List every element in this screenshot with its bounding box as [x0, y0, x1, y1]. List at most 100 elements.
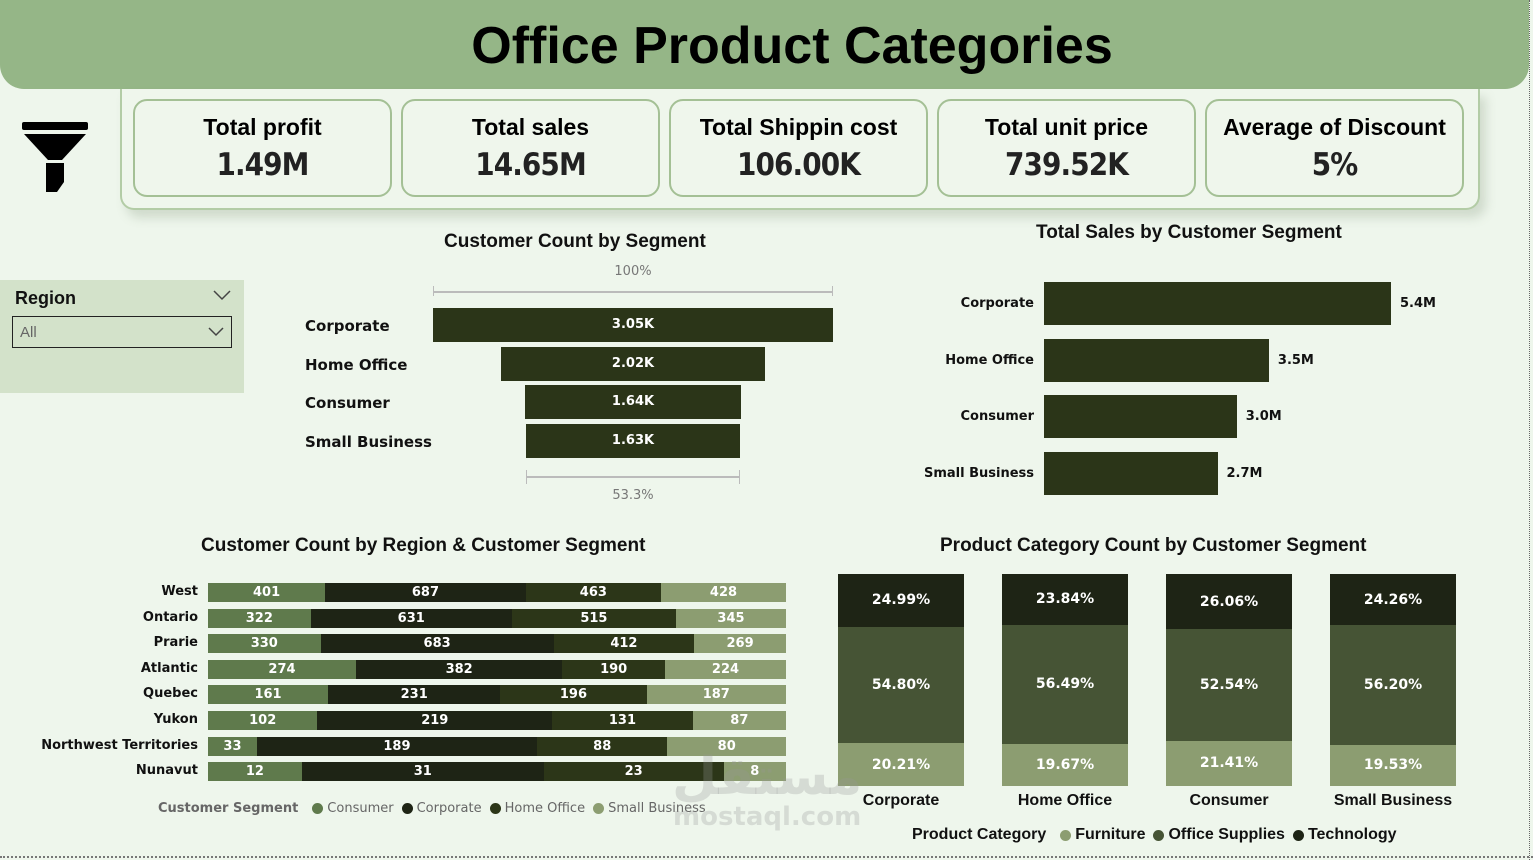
kpi-value: 14.65M	[475, 147, 587, 183]
region-category-label: Yukon	[153, 712, 198, 727]
kpi-label: Total profit	[203, 114, 322, 140]
legend-item[interactable]: Office Supplies	[1168, 826, 1285, 843]
kpi-card-total-profit: Total profit 1.49M	[133, 99, 392, 197]
kpi-label: Total sales	[471, 114, 590, 140]
legend-dot-consumer	[312, 803, 324, 814]
region-segment-small-business	[692, 711, 786, 730]
region-segment-home-office	[500, 685, 647, 705]
region-segment-label: 196	[559, 687, 587, 703]
legend-dot-technology	[1292, 829, 1304, 841]
region-segment-corporate	[320, 634, 554, 654]
region-segment-home-office	[552, 711, 693, 730]
region-segment-label: 401	[252, 585, 281, 600]
legend-item[interactable]: Corporate	[416, 801, 482, 816]
category-segment-office-supplies	[1166, 629, 1292, 741]
region-segment-label: 322	[245, 610, 273, 626]
legend-dot-home-office	[489, 803, 501, 814]
category-segment-label: 56.20%	[1363, 677, 1423, 694]
category-segment-furniture	[1002, 744, 1128, 786]
region-segment-label: 274	[268, 661, 296, 677]
sales-value-label: 2.7M	[1226, 465, 1263, 481]
region-segment-consumer	[208, 762, 302, 782]
legend-item[interactable]: Home Office	[504, 801, 586, 816]
region-segment-corporate	[325, 583, 526, 602]
sales-bar-small-business	[1044, 451, 1218, 495]
category-axis-label: Small Business	[1333, 792, 1453, 809]
region-segment-label: 515	[580, 610, 608, 626]
category-axis-label: Consumer	[1189, 792, 1269, 809]
chart-title: Product Category Count by Customer Segme…	[940, 535, 1367, 556]
sales-value-label: 3.0M	[1245, 409, 1282, 424]
sales-category-label: Home Office	[945, 352, 1034, 368]
category-axis-label: Home Office	[1017, 792, 1113, 809]
funnel-bottom-bracket-line	[527, 476, 739, 478]
filter-funnel-icon[interactable]	[22, 122, 90, 194]
region-segment-label: 131	[608, 713, 637, 728]
funnel-top-bracket	[433, 286, 833, 296]
region-segment-label: 80	[717, 738, 736, 754]
funnel-category-label: Consumer	[305, 394, 390, 412]
region-segment-label: 31	[413, 764, 432, 780]
category-axis-label: Corporate	[862, 792, 940, 809]
region-segment-small-business	[646, 685, 786, 705]
kpi-card-total-unit-price: Total unit price 739.52K	[937, 99, 1196, 197]
region-segment-label: 87	[730, 713, 749, 728]
region-segment-small-business	[660, 583, 786, 602]
region-segment-small-business	[676, 608, 786, 628]
kpi-label: Total Shippin cost	[699, 114, 898, 140]
legend-item[interactable]: Technology	[1307, 826, 1397, 843]
category-segment-label: 20.21%	[871, 756, 931, 773]
region-segment-consumer	[208, 736, 257, 756]
category-segment-label: 26.06%	[1199, 593, 1259, 610]
region-segment-home-office	[511, 608, 676, 628]
region-dropdown-value: All	[20, 324, 37, 341]
sales-value-label: 5.4M	[1400, 296, 1436, 311]
funnel-bar-home-office	[500, 346, 766, 381]
region-segment-label: 224	[711, 661, 740, 677]
region-dropdown[interactable]: All	[12, 316, 232, 348]
region-segment-label: 687	[411, 585, 439, 600]
category-segment-label: 19.53%	[1363, 757, 1423, 774]
region-segment-consumer	[208, 634, 321, 654]
region-segment-label: 12	[245, 764, 264, 780]
legend-item[interactable]: Small Business	[608, 801, 706, 816]
page-border-bottom	[0, 856, 1533, 858]
region-segment-corporate	[310, 608, 512, 628]
category-segment-technology	[838, 574, 964, 627]
legend-dot-office-supplies	[1153, 829, 1165, 841]
funnel-top-percent: 100%	[614, 264, 652, 279]
region-segment-label: 330	[250, 636, 278, 652]
funnel-bottom-percent: 53.3%	[612, 488, 654, 503]
region-category-label: Northwest Territories	[41, 737, 198, 753]
category-segment-label: 24.99%	[871, 592, 931, 609]
legend-item[interactable]: Consumer	[327, 801, 394, 816]
kpi-value: 5%	[1311, 147, 1358, 183]
region-segment-corporate	[328, 685, 501, 705]
legend-dot-corporate	[401, 803, 413, 814]
region-segment-consumer	[208, 608, 311, 628]
category-segment-label: 21.41%	[1199, 755, 1259, 772]
funnel-category-label: Small Business	[305, 432, 432, 451]
kpi-card-total-sales: Total sales 14.65M	[401, 99, 660, 197]
funnel-value-label: 1.64K	[611, 394, 655, 409]
category-segment-label: 19.67%	[1035, 757, 1095, 774]
legend-item[interactable]: Furniture	[1075, 826, 1146, 843]
region-segment-home-office	[525, 583, 661, 602]
region-segment-small-business	[667, 736, 786, 756]
region-category-label: Prarie	[153, 635, 198, 651]
region-segment-home-office	[562, 659, 665, 679]
category-segment-technology	[1002, 574, 1128, 625]
funnel-category-label: Corporate	[305, 317, 390, 335]
region-segment-label: 187	[702, 687, 730, 703]
region-segment-home-office	[543, 762, 724, 782]
region-segment-label: 88	[593, 738, 612, 754]
region-segment-label: 412	[610, 636, 638, 652]
funnel-bottom-bracket	[526, 470, 740, 484]
region-segment-small-business	[694, 634, 786, 654]
region-segment-label: 102	[249, 713, 277, 728]
kpi-label: Total unit price	[984, 114, 1149, 140]
chevron-down-icon[interactable]	[212, 287, 232, 303]
region-segment-consumer	[208, 685, 329, 705]
sales-category-label: Consumer	[960, 409, 1035, 424]
sales-bar-corporate	[1044, 282, 1391, 325]
